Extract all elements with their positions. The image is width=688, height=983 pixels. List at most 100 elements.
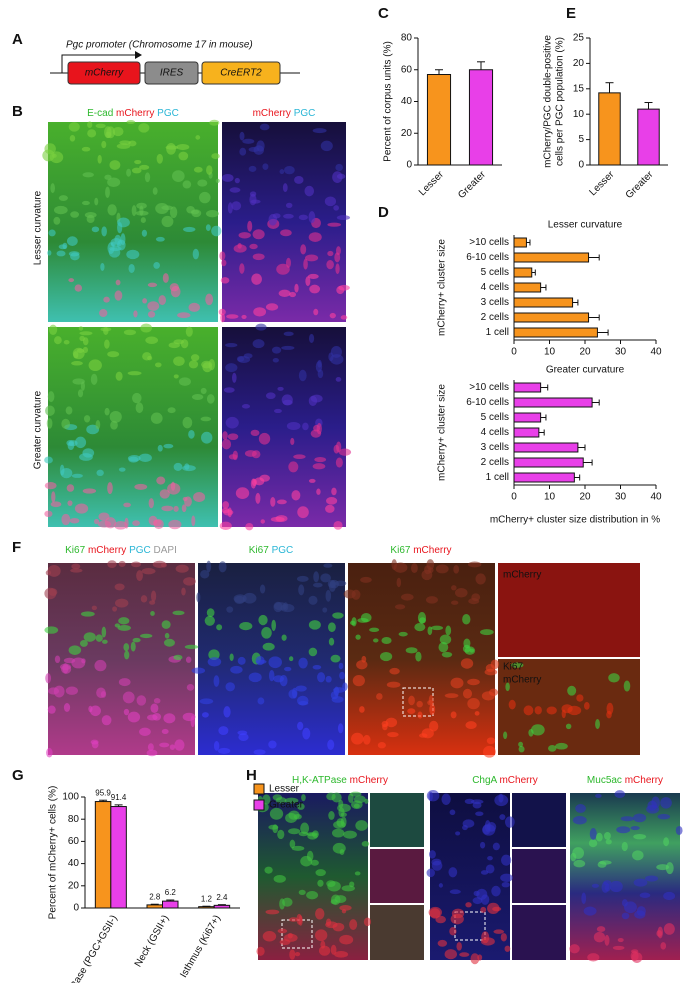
cell [133, 310, 138, 318]
cell [475, 811, 484, 817]
bar [513, 472, 575, 483]
cell [389, 667, 400, 675]
cell [336, 215, 351, 221]
cell [131, 561, 142, 568]
cell [124, 650, 130, 660]
cell [134, 159, 142, 165]
panel-label: A [12, 31, 23, 48]
cell [173, 462, 183, 471]
cell [317, 879, 324, 887]
cell [139, 727, 151, 736]
cell [583, 906, 597, 916]
cell [308, 333, 315, 343]
cell [68, 278, 75, 283]
cell [255, 656, 265, 666]
header-word: ChgA [472, 775, 497, 786]
cell [265, 392, 276, 400]
cell [245, 522, 254, 531]
panel-label: B [12, 103, 23, 120]
error-bar [540, 384, 549, 391]
cell [546, 706, 557, 715]
cell [53, 216, 61, 225]
bar [94, 801, 112, 909]
cell [150, 590, 157, 602]
cell [252, 339, 265, 349]
cell [107, 204, 117, 216]
cell [199, 191, 211, 204]
bar [513, 412, 542, 423]
cell [79, 453, 93, 461]
y-tick-label: 3 cells [481, 297, 509, 308]
cell [74, 503, 89, 514]
cell [601, 881, 610, 893]
bar [513, 327, 598, 338]
cell [206, 560, 212, 573]
cell [342, 682, 348, 691]
cell [621, 841, 628, 852]
cell [501, 854, 512, 866]
bar [162, 900, 179, 909]
cell [353, 803, 360, 809]
cell [132, 637, 141, 643]
cell [287, 932, 293, 939]
cell [152, 519, 162, 527]
x-tick-label: 40 [650, 492, 662, 503]
error-bar [597, 329, 609, 336]
cell [634, 910, 646, 919]
y-tick-label: 3 cells [481, 442, 509, 453]
cell [197, 179, 208, 187]
cell [291, 845, 305, 851]
cell [271, 619, 276, 632]
cell [193, 166, 203, 173]
cell [201, 431, 213, 444]
cell [428, 850, 436, 859]
y-tick-label: 100 [62, 792, 79, 803]
y-axis-label: mCherry+ cluster size [437, 384, 448, 481]
cell [181, 504, 187, 513]
cell [82, 488, 97, 494]
cell [112, 126, 124, 137]
cell [290, 437, 295, 446]
construct-label: CreERT2 [220, 68, 262, 79]
cell [511, 662, 524, 668]
cell [161, 205, 173, 211]
bar [110, 806, 127, 909]
cell [633, 833, 647, 840]
row-label: Lesser curvature [33, 190, 44, 265]
cell [313, 308, 319, 316]
cell [172, 170, 185, 182]
cell [118, 617, 130, 625]
cell [331, 487, 337, 496]
cell [258, 614, 268, 626]
cell [226, 606, 234, 613]
cell [332, 612, 344, 619]
chart-title: Greater curvature [546, 365, 625, 376]
cell [308, 595, 318, 605]
x-tick-label: 20 [579, 492, 591, 503]
cell [51, 491, 56, 503]
cell [308, 232, 322, 242]
cell [575, 804, 586, 813]
cell [606, 702, 614, 715]
cell [118, 678, 131, 687]
error-bar [588, 314, 600, 321]
cell [351, 617, 357, 627]
image-header: ChgA mCherry [472, 775, 538, 786]
cell [441, 793, 451, 805]
x-tick-label: 40 [650, 347, 662, 358]
cell [268, 656, 282, 669]
cell [259, 584, 266, 594]
cell [276, 263, 290, 275]
cell [274, 408, 282, 414]
y-axis-label: Percent of mCherry+ cells (%) [48, 786, 59, 920]
cell [333, 205, 339, 211]
cell [173, 654, 183, 661]
cell [172, 610, 185, 616]
construct-element [144, 61, 199, 85]
cell [470, 953, 480, 965]
cell [268, 740, 277, 749]
cell [449, 889, 461, 895]
cell [261, 627, 272, 639]
cell [155, 236, 165, 242]
cell [173, 374, 179, 379]
